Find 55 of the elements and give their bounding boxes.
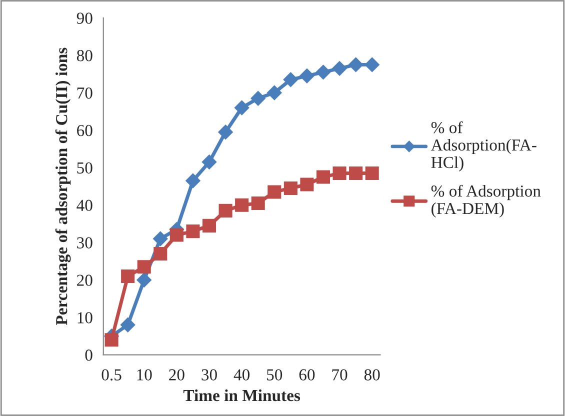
point (186, 224, 200, 238)
y-tick-label: 50 (77, 162, 92, 174)
y-tick-label: 10 (78, 312, 92, 324)
y-tick-label: 90 (76, 12, 92, 24)
point (284, 181, 298, 196)
y-axis-title: Percentage of adsorption of Cu(II) ions (55, 48, 71, 326)
y-tick-label: 70 (77, 87, 92, 99)
point (283, 72, 298, 88)
x-tick-label: 30 (202, 369, 217, 380)
point (120, 318, 136, 332)
point (153, 231, 168, 246)
y-tick-label: 40 (76, 200, 92, 212)
point (202, 218, 216, 232)
y-tick-label: 20 (77, 274, 92, 286)
x-tick-label: 40 (234, 369, 250, 380)
y-tick-label: 80 (76, 50, 92, 62)
point (136, 272, 152, 288)
x-tick-label: 10 (137, 369, 152, 380)
point (170, 228, 184, 242)
point (300, 68, 314, 84)
point (121, 269, 135, 283)
point (154, 246, 168, 261)
point (332, 166, 346, 180)
point (137, 260, 151, 274)
y-tick-label: 60 (77, 124, 92, 136)
legend-label: % of Adsorption (FA-DEM) (431, 184, 541, 218)
point (364, 57, 380, 72)
point (266, 85, 282, 100)
point (218, 124, 233, 140)
x-tick-label: 80 (364, 369, 380, 380)
point (316, 64, 331, 80)
point (349, 166, 363, 180)
point (251, 196, 265, 210)
x-tick-label: 50 (267, 369, 282, 380)
point (186, 173, 200, 188)
y-tick-label: 0 (85, 350, 92, 361)
x-tick-label: 70 (332, 369, 348, 380)
point (218, 204, 232, 218)
x-tick-label: 20 (169, 369, 184, 380)
point (268, 185, 282, 199)
point (316, 170, 330, 184)
point (202, 154, 217, 170)
point (348, 57, 364, 72)
point (104, 333, 118, 347)
point (332, 61, 347, 76)
point (365, 166, 379, 180)
y-tick-label: 30 (77, 237, 92, 248)
point (250, 90, 266, 106)
legend-label: % of Adsorption(FA-HCl) (430, 121, 536, 172)
point (234, 100, 250, 116)
x-axis-title: Time in Minutes (183, 389, 300, 402)
point (300, 178, 314, 192)
x-tick-label: 60 (299, 369, 315, 380)
x-tick-label: 0.5 (102, 369, 122, 381)
point (235, 198, 249, 212)
